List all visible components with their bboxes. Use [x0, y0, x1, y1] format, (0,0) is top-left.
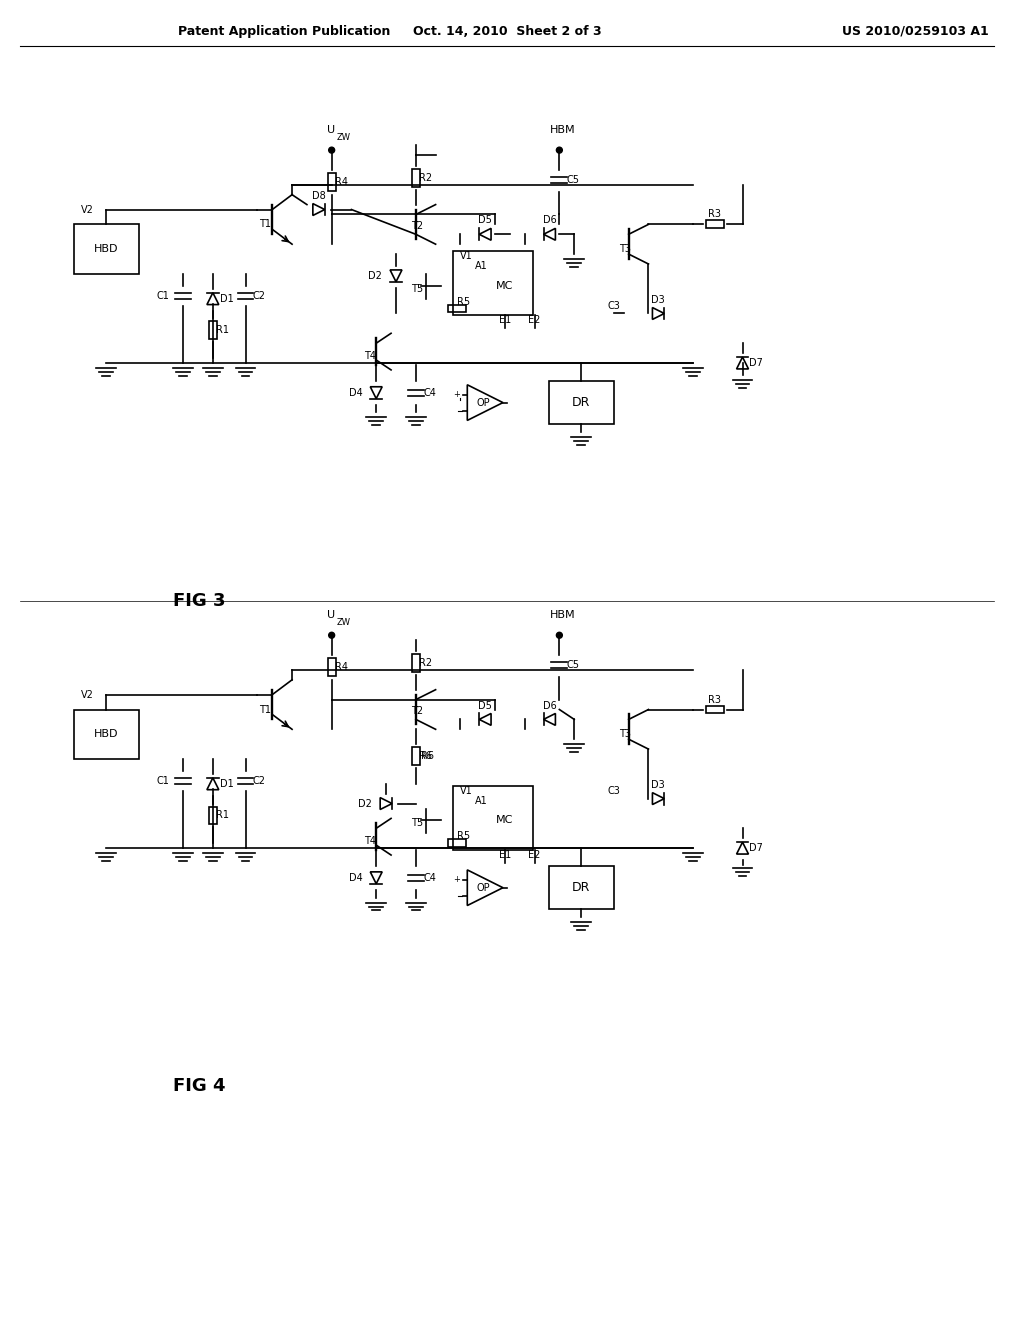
- Text: T3: T3: [618, 244, 631, 255]
- Text: D5: D5: [478, 701, 493, 710]
- Text: C2: C2: [253, 290, 266, 301]
- Bar: [412, 747, 420, 766]
- Text: D6: D6: [543, 215, 556, 226]
- Text: R1: R1: [216, 325, 229, 335]
- Text: T1: T1: [259, 705, 271, 714]
- Text: D1: D1: [220, 293, 233, 304]
- Circle shape: [556, 147, 562, 153]
- Text: C3: C3: [607, 301, 621, 310]
- Text: T2: T2: [411, 706, 423, 717]
- Text: D5: D5: [478, 215, 493, 226]
- Bar: [550, 866, 613, 909]
- Text: +: +: [454, 391, 461, 399]
- Text: Patent Application Publication: Patent Application Publication: [178, 25, 390, 38]
- Text: R6: R6: [419, 751, 432, 762]
- Text: V1: V1: [461, 785, 473, 796]
- Text: T1: T1: [259, 219, 271, 230]
- Text: R4: R4: [335, 177, 348, 187]
- Text: C3: C3: [607, 785, 621, 796]
- Text: MC: MC: [497, 816, 514, 825]
- Text: V2: V2: [81, 205, 94, 215]
- Text: E2: E2: [528, 850, 541, 861]
- Text: C2: C2: [253, 776, 266, 785]
- Text: R3: R3: [709, 210, 721, 219]
- Text: D2: D2: [358, 799, 373, 809]
- Text: R1: R1: [216, 810, 229, 821]
- Text: C5: C5: [566, 174, 580, 185]
- Text: OP: OP: [476, 883, 489, 892]
- Text: D8: D8: [312, 190, 326, 201]
- Text: HBD: HBD: [93, 244, 118, 255]
- Text: D3: D3: [651, 780, 666, 789]
- Text: FIG 4: FIG 4: [173, 1077, 225, 1094]
- Text: R2: R2: [419, 657, 432, 668]
- Text: ZW: ZW: [337, 133, 350, 141]
- Text: C1: C1: [157, 776, 169, 785]
- Bar: [449, 305, 466, 313]
- Bar: [454, 785, 532, 850]
- Text: DR: DR: [572, 882, 590, 894]
- Text: A1: A1: [475, 261, 488, 271]
- Bar: [449, 840, 466, 847]
- Bar: [706, 220, 724, 228]
- Text: E2: E2: [528, 315, 541, 326]
- Text: D7: D7: [750, 358, 763, 368]
- Text: T3: T3: [618, 729, 631, 739]
- Text: C1: C1: [157, 290, 169, 301]
- Text: U: U: [327, 125, 335, 136]
- Text: MC: MC: [497, 281, 514, 290]
- Text: D3: D3: [651, 294, 666, 305]
- Text: D1: D1: [220, 779, 233, 789]
- Text: Oct. 14, 2010  Sheet 2 of 3: Oct. 14, 2010 Sheet 2 of 3: [413, 25, 601, 38]
- Bar: [75, 710, 138, 759]
- Text: D4: D4: [348, 873, 362, 883]
- Text: ZW: ZW: [337, 618, 350, 627]
- Text: T5: T5: [411, 818, 423, 829]
- Text: D2: D2: [369, 271, 382, 281]
- Circle shape: [556, 632, 562, 638]
- Text: V1: V1: [461, 251, 473, 261]
- Bar: [550, 380, 613, 424]
- Text: E1: E1: [499, 850, 511, 861]
- Text: +: +: [454, 875, 461, 884]
- Text: V2: V2: [81, 689, 94, 700]
- Text: E1: E1: [499, 315, 511, 326]
- Circle shape: [329, 632, 335, 638]
- Text: T5: T5: [411, 284, 423, 294]
- Bar: [706, 706, 724, 714]
- Text: C5: C5: [566, 660, 580, 671]
- Bar: [328, 657, 336, 676]
- Text: U: U: [327, 610, 335, 620]
- Text: T4: T4: [365, 351, 377, 362]
- Text: HBM: HBM: [550, 610, 575, 620]
- Text: A1: A1: [475, 796, 488, 805]
- Text: T2: T2: [411, 222, 423, 231]
- Text: US 2010/0259103 A1: US 2010/0259103 A1: [842, 25, 988, 38]
- Text: R3: R3: [709, 694, 721, 705]
- Text: R5: R5: [458, 832, 470, 841]
- Text: R5: R5: [458, 297, 470, 306]
- Text: R4: R4: [335, 661, 348, 672]
- Text: HBM: HBM: [550, 125, 575, 136]
- Text: T4: T4: [365, 836, 377, 846]
- Text: C4: C4: [423, 873, 436, 883]
- Text: D4: D4: [348, 388, 362, 397]
- Text: C4: C4: [423, 388, 436, 397]
- Bar: [328, 173, 336, 190]
- Text: R6: R6: [421, 751, 434, 762]
- Bar: [209, 807, 217, 825]
- Bar: [412, 653, 420, 672]
- Text: HBD: HBD: [93, 729, 118, 739]
- Text: DR: DR: [572, 396, 590, 409]
- Text: R2: R2: [419, 173, 432, 183]
- Text: OP: OP: [476, 397, 489, 408]
- Bar: [75, 224, 138, 273]
- Bar: [209, 321, 217, 339]
- Text: FIG 3: FIG 3: [173, 591, 225, 610]
- Text: D7: D7: [750, 843, 763, 853]
- Bar: [412, 169, 420, 186]
- Circle shape: [329, 147, 335, 153]
- Text: D6: D6: [543, 701, 556, 710]
- Bar: [454, 251, 532, 315]
